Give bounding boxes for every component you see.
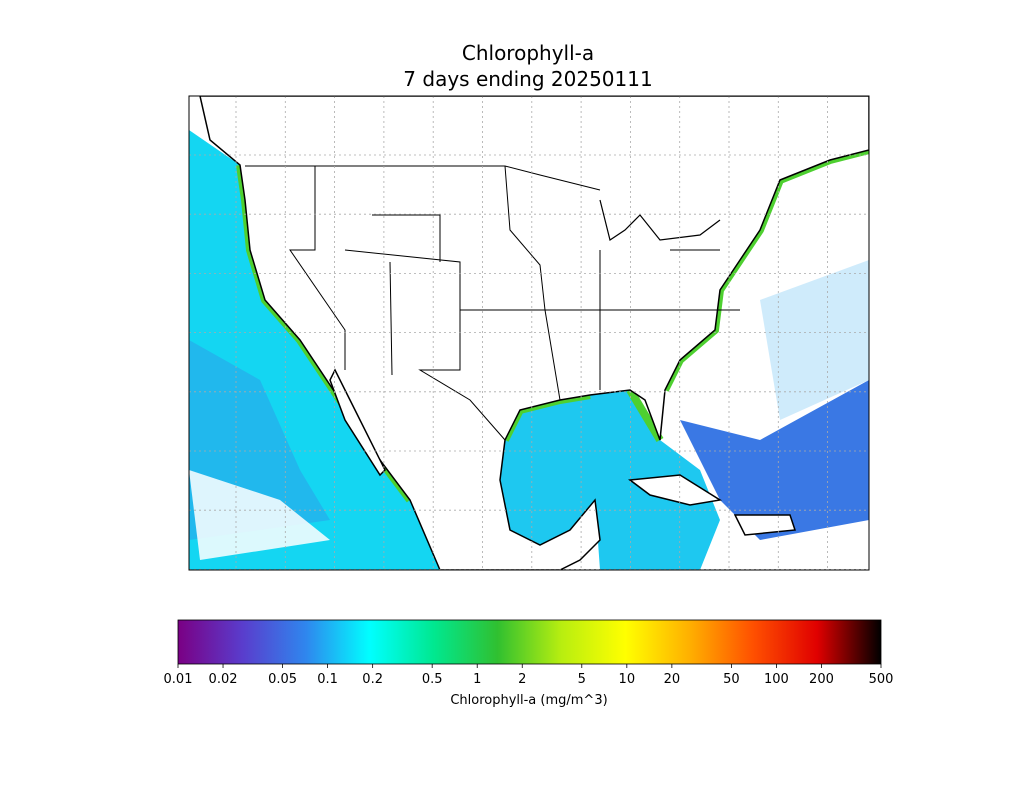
title: Chlorophyll-a — [462, 41, 594, 65]
colorbar-tick-label: 0.5 — [422, 672, 443, 687]
colorbar-tick-label: 100 — [764, 672, 789, 687]
colorbar — [177, 619, 882, 665]
atlantic-ocean — [680, 380, 869, 540]
colorbar-tick-label: 5 — [578, 672, 586, 687]
borders — [245, 165, 740, 441]
map — [189, 96, 869, 570]
islands — [628, 474, 797, 536]
cloud-gap — [189, 470, 330, 560]
colorbar-tick-label: 20 — [664, 672, 681, 687]
colorbar-tick-label: 500 — [869, 672, 894, 687]
great-lakes — [599, 199, 721, 241]
colorbar-tick-label: 10 — [619, 672, 636, 687]
colorbar-label: Chlorophyll-a (mg/m^3) — [450, 693, 607, 708]
colorbar-tick-label: 0.01 — [164, 672, 193, 687]
colorbar-tick-label: 0.1 — [317, 672, 338, 687]
colorbar-tick-label: 0.05 — [268, 672, 297, 687]
colorbar-tick-label: 1 — [473, 672, 481, 687]
gulf-of-mexico — [500, 390, 720, 570]
map-frame — [188, 95, 870, 571]
colorbar-tick-label: 200 — [809, 672, 834, 687]
colorbar-tick-label: 0.2 — [362, 672, 383, 687]
subtitle: 7 days ending 20250111 — [403, 67, 652, 91]
atlantic-north — [760, 260, 869, 420]
graticule — [189, 96, 869, 570]
colorbar-tick-label: 2 — [518, 672, 526, 687]
colorbar-tick-label: 0.02 — [209, 672, 238, 687]
baja-california — [329, 368, 386, 477]
colorbar-tick-label: 50 — [723, 672, 740, 687]
